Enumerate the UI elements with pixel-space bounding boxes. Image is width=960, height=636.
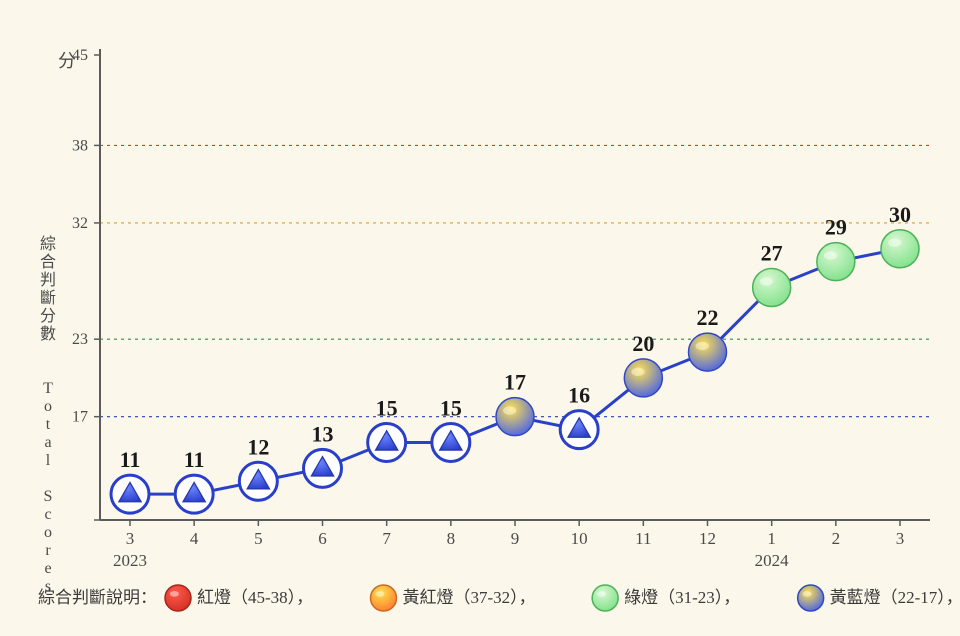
y-unit-label: 分 bbox=[58, 51, 76, 71]
data-label: 20 bbox=[632, 331, 654, 356]
data-label: 11 bbox=[184, 447, 205, 472]
legend-label: 黃藍燈（22-17）， bbox=[830, 588, 960, 607]
x-tick-label: 8 bbox=[447, 529, 456, 548]
data-label: 13 bbox=[312, 421, 334, 446]
y-axis-title: o bbox=[44, 524, 52, 541]
y-axis-title: 分 bbox=[40, 307, 56, 325]
y-axis-title: 判 bbox=[40, 271, 56, 289]
x-tick-label: 12 bbox=[699, 529, 716, 548]
x-tick-label: 1 bbox=[767, 529, 776, 548]
x-tick-label: 10 bbox=[571, 529, 588, 548]
x-tick-label: 3 bbox=[896, 529, 905, 548]
x-year-label: 2024 bbox=[755, 551, 790, 570]
x-tick-label: 2 bbox=[832, 529, 841, 548]
y-axis-title: 斷 bbox=[40, 289, 56, 307]
legend-label: 紅燈（45-38）， bbox=[197, 588, 313, 607]
legend-prefix: 綜合判斷說明： bbox=[38, 588, 157, 607]
x-tick-label: 3 bbox=[126, 529, 135, 548]
y-axis-title: r bbox=[45, 542, 51, 559]
x-tick-label: 6 bbox=[318, 529, 327, 548]
y-tick-label: 38 bbox=[72, 137, 88, 154]
data-label: 11 bbox=[120, 447, 141, 472]
y-axis-title: t bbox=[46, 416, 51, 433]
data-label: 16 bbox=[568, 383, 590, 408]
y-tick-label: 32 bbox=[72, 215, 88, 232]
data-label: 15 bbox=[376, 396, 398, 421]
x-tick-label: 9 bbox=[511, 529, 520, 548]
y-tick-label: 23 bbox=[72, 331, 88, 348]
y-axis-title: 數 bbox=[40, 325, 56, 343]
legend-label: 黃紅燈（37-32）， bbox=[403, 588, 536, 607]
legend-label: 綠燈（31-23）， bbox=[624, 588, 740, 607]
y-tick-label: 17 bbox=[72, 409, 88, 426]
data-label: 30 bbox=[889, 202, 911, 227]
y-axis-title: l bbox=[46, 452, 51, 469]
y-axis-title: o bbox=[44, 398, 52, 415]
data-label: 17 bbox=[504, 370, 526, 395]
y-axis-title: S bbox=[44, 488, 53, 505]
data-label: 27 bbox=[761, 241, 783, 266]
y-axis-title: c bbox=[44, 506, 51, 523]
data-label: 29 bbox=[825, 215, 847, 240]
y-axis-title: 綜 bbox=[40, 235, 56, 253]
x-tick-label: 5 bbox=[254, 529, 263, 548]
x-tick-label: 11 bbox=[635, 529, 651, 548]
y-axis-title: a bbox=[44, 434, 51, 451]
total-scores-chart: 1723323845分綜合判斷分數 Total Scores3456789101… bbox=[0, 0, 960, 636]
x-tick-label: 7 bbox=[382, 529, 391, 548]
data-label: 12 bbox=[247, 434, 269, 459]
x-tick-label: 4 bbox=[190, 529, 199, 548]
y-axis-title: 合 bbox=[40, 253, 56, 271]
y-axis-title: e bbox=[44, 560, 51, 577]
x-year-label: 2023 bbox=[113, 551, 147, 570]
data-label: 15 bbox=[440, 396, 462, 421]
y-axis-title: T bbox=[43, 380, 53, 397]
data-label: 22 bbox=[697, 305, 719, 330]
